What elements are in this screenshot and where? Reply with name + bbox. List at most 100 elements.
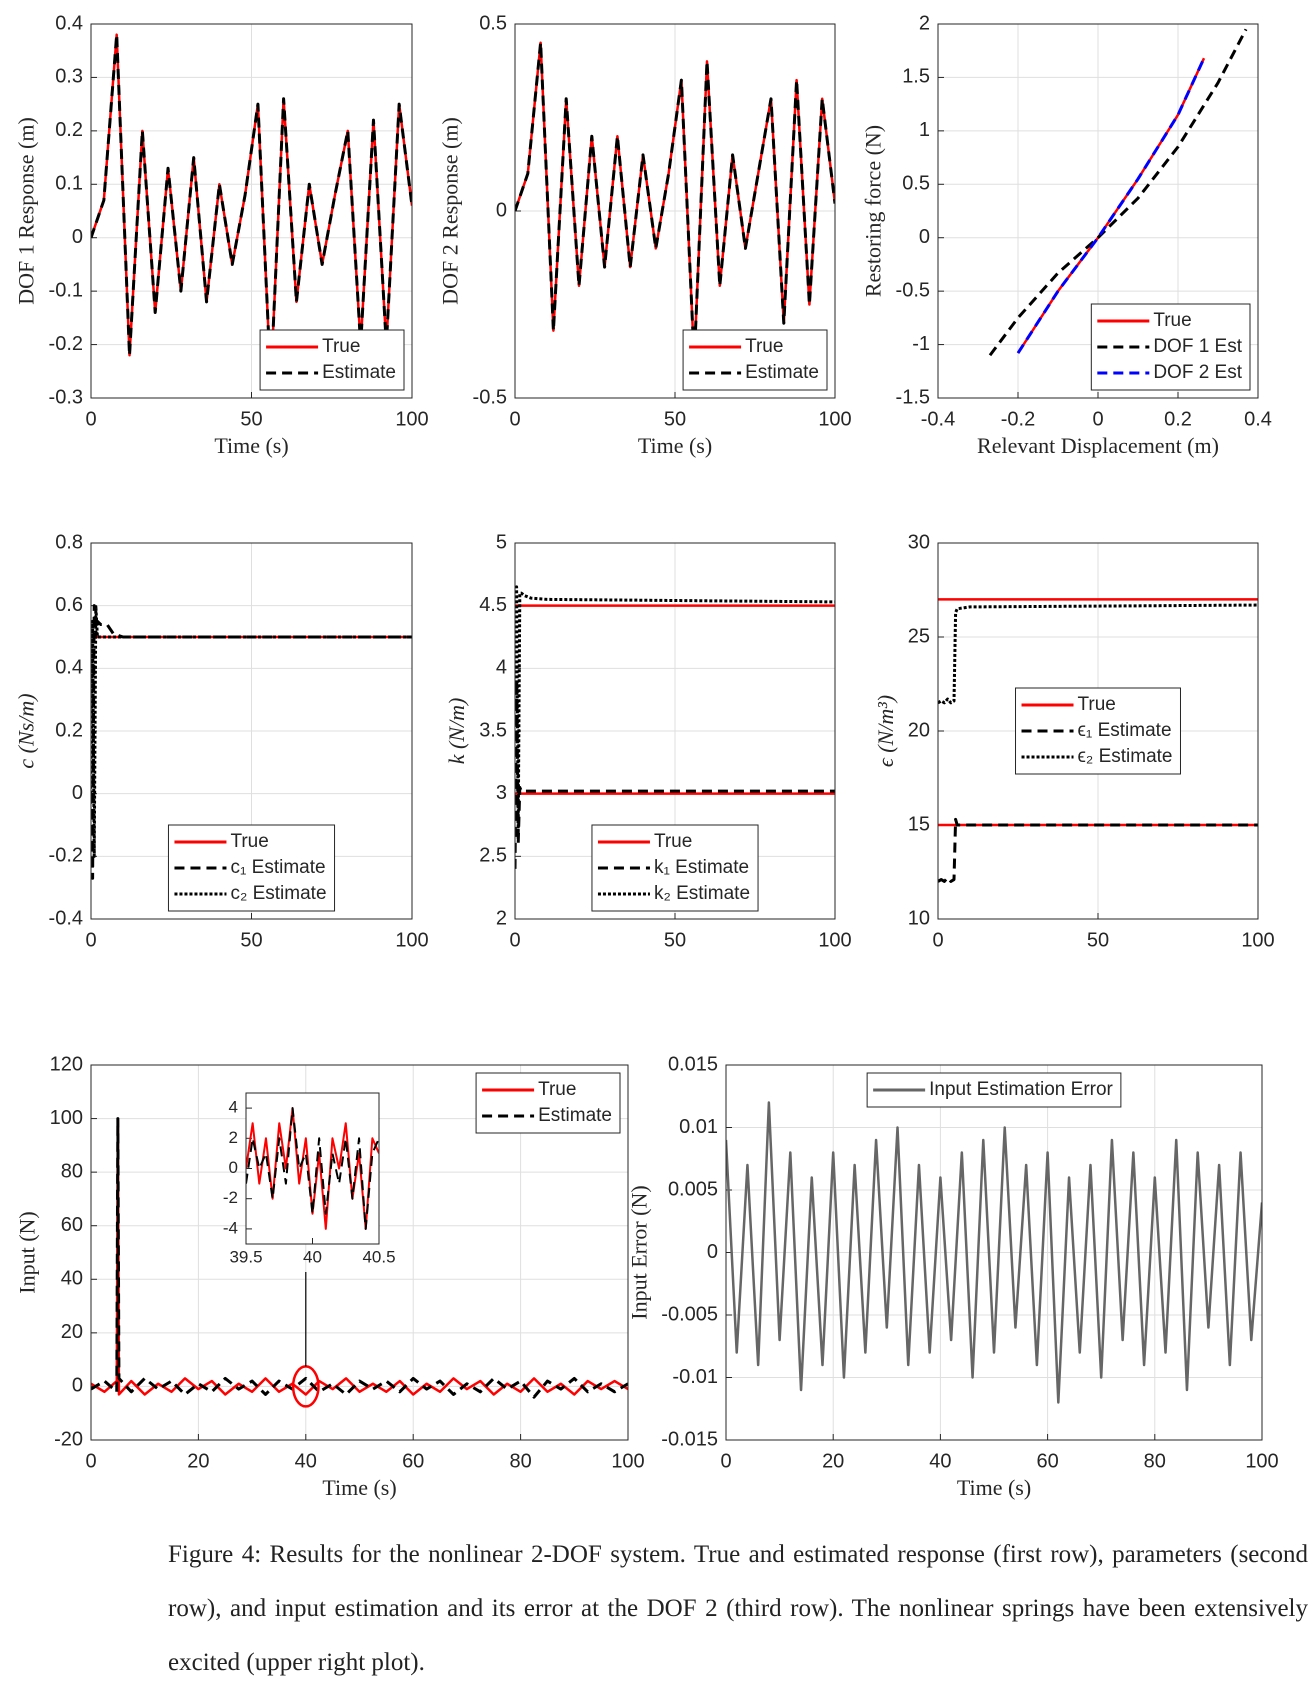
y-tick-label: 0.005 <box>668 1178 718 1200</box>
y-tick-label: -0.5 <box>473 386 507 408</box>
axes-frame <box>90 1064 629 1441</box>
x-axis-label: Time (s) <box>322 1475 396 1500</box>
x-tick-label: 100 <box>611 1450 644 1472</box>
y-tick-label: 4.5 <box>479 594 507 616</box>
x-tick-label: 40 <box>295 1450 317 1472</box>
plot-lines <box>515 585 835 869</box>
y-tick-label: 2 <box>229 1128 238 1147</box>
y-tick-label: 40 <box>61 1268 83 1290</box>
y-tick-label: -1.5 <box>896 386 930 408</box>
x-tick-label: 80 <box>1144 1450 1166 1472</box>
y-tick-label: 0.1 <box>55 173 83 195</box>
y-tick-label: 0 <box>496 199 507 221</box>
y-axis-label: Input Error (N) <box>626 1185 651 1319</box>
axes-frame <box>725 1064 1263 1441</box>
plot-lines <box>515 41 835 363</box>
y-tick-label: -0.005 <box>661 1303 718 1325</box>
x-tick-label: 50 <box>664 408 686 430</box>
y-tick-label: 1.5 <box>902 66 930 88</box>
legend-label: Input Estimation Error <box>929 1079 1113 1100</box>
legend-label: ϵ₁ Estimate <box>1078 720 1172 741</box>
x-axis-label: Time (s) <box>638 433 712 458</box>
series-line <box>938 603 1258 705</box>
legend-label: ϵ₂ Estimate <box>1078 746 1173 767</box>
plot-lines <box>91 33 412 384</box>
series-line <box>515 585 835 833</box>
y-tick-label: 0.4 <box>55 657 83 679</box>
legend-label: k₂ Estimate <box>654 883 750 904</box>
legend-label: True <box>230 831 268 852</box>
y-tick-label: 0.4 <box>55 12 83 34</box>
plot-lines <box>726 1101 1262 1404</box>
series-line <box>515 679 835 869</box>
legend-label: True <box>322 336 360 357</box>
y-tick-label: 0.01 <box>679 1116 718 1138</box>
y-tick-label: -0.4 <box>49 907 83 929</box>
y-tick-label: -0.1 <box>49 279 83 301</box>
y-tick-label: 60 <box>61 1214 83 1236</box>
y-tick-label: 30 <box>908 531 930 553</box>
series-line <box>1016 57 1206 354</box>
x-tick-label: 100 <box>818 408 851 430</box>
x-tick-label: 50 <box>240 408 262 430</box>
y-axis-label: k (N/m) <box>444 698 469 765</box>
plot-lines <box>246 1107 379 1230</box>
axes-frame <box>514 23 836 399</box>
y-tick-label: 0 <box>72 226 83 248</box>
x-tick-label: 60 <box>402 1450 424 1472</box>
legend-label: c₂ Estimate <box>230 883 326 904</box>
x-axis-label: Time (s) <box>957 1475 1031 1500</box>
legend-box <box>475 1072 621 1134</box>
x-tick-label: 39.5 <box>229 1247 262 1266</box>
x-tick-label: 40 <box>929 1450 951 1472</box>
y-tick-label: 4 <box>229 1098 238 1117</box>
series-line <box>91 1117 628 1396</box>
x-tick-label: 0 <box>932 929 943 951</box>
x-tick-label: 50 <box>240 929 262 951</box>
legend-label: True <box>745 336 783 357</box>
x-tick-label: 100 <box>395 408 428 430</box>
y-axis-label: ϵ (N/m³) <box>873 695 898 767</box>
plot-lines <box>988 28 1248 357</box>
y-tick-label: 0.5 <box>479 12 507 34</box>
y-tick-label: 0.015 <box>668 1053 718 1075</box>
caption: Figure 4: Results for the nonlinear 2-DO… <box>168 1541 1308 1676</box>
y-axis-label: DOF 1 Response (m) <box>14 117 39 305</box>
y-tick-label: 20 <box>61 1321 83 1343</box>
y-tick-label: 25 <box>908 625 930 647</box>
series-line <box>91 604 412 880</box>
series-line <box>91 33 412 384</box>
legend-label: Estimate <box>538 1105 612 1126</box>
axes-frame <box>245 1092 380 1245</box>
y-tick-label: -0.015 <box>661 1428 718 1450</box>
y-tick-label: 2 <box>496 907 507 929</box>
y-axis-label: c (Ns/m) <box>14 693 39 768</box>
plot-area <box>246 1093 379 1244</box>
y-tick-label: 120 <box>50 1053 83 1075</box>
series-line <box>726 1101 1262 1404</box>
x-tick-label: 0 <box>85 408 96 430</box>
axes-frame <box>514 542 836 920</box>
x-tick-label: 60 <box>1036 1450 1058 1472</box>
x-axis-label: Time (s) <box>214 433 288 458</box>
y-tick-label: 10 <box>908 907 930 929</box>
y-tick-label: 80 <box>61 1160 83 1182</box>
series-line <box>246 1107 379 1230</box>
y-tick-label: 0.5 <box>902 173 930 195</box>
y-tick-label: -0.01 <box>672 1366 718 1388</box>
y-axis-label: Input (N) <box>15 1211 40 1293</box>
y-tick-label: -0.2 <box>49 845 83 867</box>
series-line <box>515 41 835 363</box>
x-tick-label: 20 <box>822 1450 844 1472</box>
y-tick-label: 0 <box>72 1375 83 1397</box>
y-tick-label: -20 <box>54 1428 83 1450</box>
x-axis-label: Relevant Displacement (m) <box>977 433 1219 458</box>
x-tick-label: -0.2 <box>1001 408 1035 430</box>
y-tick-label: 0.8 <box>55 531 83 553</box>
x-tick-label: 50 <box>664 929 686 951</box>
legend-label: True <box>1078 694 1116 715</box>
legend-box <box>591 824 759 912</box>
series-line <box>91 604 412 858</box>
plot-lines <box>938 598 1258 883</box>
